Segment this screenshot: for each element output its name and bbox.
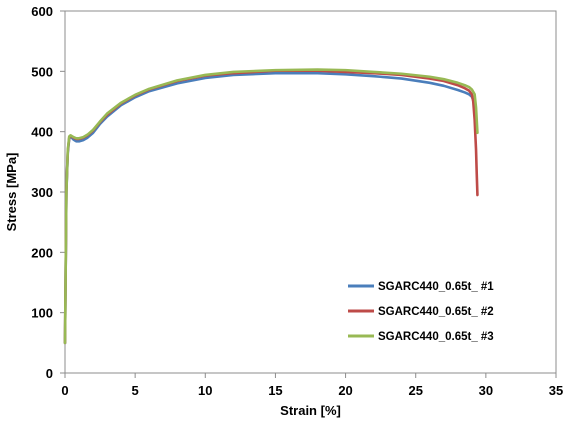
y-tick-label: 200 (31, 245, 53, 260)
y-tick-label: 0 (46, 366, 53, 381)
x-tick-label: 20 (338, 383, 352, 398)
y-tick-label: 300 (31, 185, 53, 200)
legend-label-2: SGARC440_0.65t_ #2 (378, 306, 494, 318)
x-tick-label: 15 (268, 383, 282, 398)
x-tick-label: 30 (479, 383, 493, 398)
x-tick-label: 0 (61, 383, 68, 398)
x-tick-label: 10 (198, 383, 212, 398)
y-axis-title: Stress [MPa] (4, 153, 19, 232)
y-tick-label: 400 (31, 125, 53, 140)
legend-label-1: SGARC440_0.65t_ #1 (378, 281, 494, 293)
x-tick-label: 35 (549, 383, 563, 398)
series-layer (63, 68, 479, 345)
y-axis-ticks: 0 100 200 300 400 500 600 (31, 4, 65, 381)
y-tick-label: 100 (31, 306, 53, 321)
x-axis-ticks: 0 5 10 15 20 25 30 35 (61, 373, 563, 398)
series-line-1 (63, 71, 478, 345)
legend-label-3: SGARC440_0.65t_ #3 (378, 331, 494, 343)
x-tick-label: 25 (408, 383, 422, 398)
x-axis-title: Strain [%] (280, 403, 341, 418)
legend-box (344, 270, 539, 350)
legend: SGARC440_0.65t_ #1 SGARC440_0.65t_ #2 SGAR… (344, 270, 539, 350)
x-tick-label: 5 (132, 383, 139, 398)
y-tick-label: 500 (31, 64, 53, 79)
series-line-3 (63, 68, 479, 345)
y-tick-label: 600 (31, 4, 53, 19)
